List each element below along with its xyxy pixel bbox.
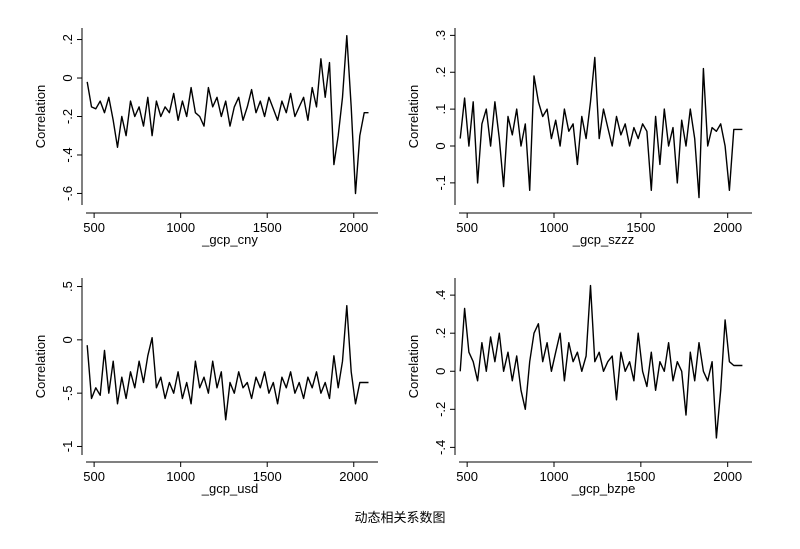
y-tick-label: .1: [433, 104, 448, 115]
y-tick-label: .4: [433, 290, 448, 301]
series-line: [459, 284, 743, 439]
y-tick-label: -.2: [60, 109, 75, 124]
series-line: [86, 35, 369, 195]
x-tick-label: 1500: [626, 469, 655, 484]
series-line: [459, 56, 743, 199]
y-tick-label: .2: [433, 328, 448, 339]
caption: 动态相关系数图: [354, 510, 445, 525]
y-axis-label: Correlation: [33, 335, 48, 399]
x-tick-label: 2000: [713, 220, 742, 235]
x-tick-label: 1500: [253, 220, 282, 235]
y-tick-label: .3: [433, 30, 448, 41]
x-axis-label: _gcp_cny: [201, 232, 258, 247]
y-tick-label: 0: [433, 368, 448, 375]
x-tick-label: 1000: [540, 220, 569, 235]
y-tick-label: -.6: [60, 186, 75, 201]
y-tick-label: -.4: [433, 440, 448, 455]
x-tick-label: 1000: [166, 469, 195, 484]
y-tick-label: -1: [60, 441, 75, 453]
y-tick-label: -.1: [433, 175, 448, 190]
x-axis-label: _gcp_szzz: [572, 232, 634, 247]
x-tick-label: 1500: [626, 220, 655, 235]
y-tick-label: .5: [60, 281, 75, 292]
y-tick-label: -.5: [60, 386, 75, 401]
x-axis-label: _gcp_bzpe: [571, 481, 636, 496]
x-tick-label: 500: [83, 469, 105, 484]
x-tick-label: 500: [456, 220, 478, 235]
y-tick-label: -.2: [433, 402, 448, 417]
x-tick-label: 2000: [339, 469, 368, 484]
y-tick-label: .2: [433, 67, 448, 78]
x-axis-label: _gcp_usd: [201, 481, 258, 496]
series-line: [86, 305, 369, 421]
y-tick-label: 0: [60, 336, 75, 343]
y-tick-label: 0: [60, 74, 75, 81]
y-axis-label: Correlation: [406, 335, 421, 399]
x-tick-label: 1500: [253, 469, 282, 484]
y-axis-label: Correlation: [33, 85, 48, 149]
y-axis-label: Correlation: [406, 85, 421, 149]
y-tick-label: 0: [433, 142, 448, 149]
y-tick-label: -.4: [60, 147, 75, 162]
x-tick-label: 1000: [540, 469, 569, 484]
x-tick-label: 500: [456, 469, 478, 484]
x-tick-label: 1000: [166, 220, 195, 235]
x-tick-label: 2000: [339, 220, 368, 235]
y-tick-label: .2: [60, 34, 75, 45]
x-tick-label: 500: [83, 220, 105, 235]
x-tick-label: 2000: [713, 469, 742, 484]
